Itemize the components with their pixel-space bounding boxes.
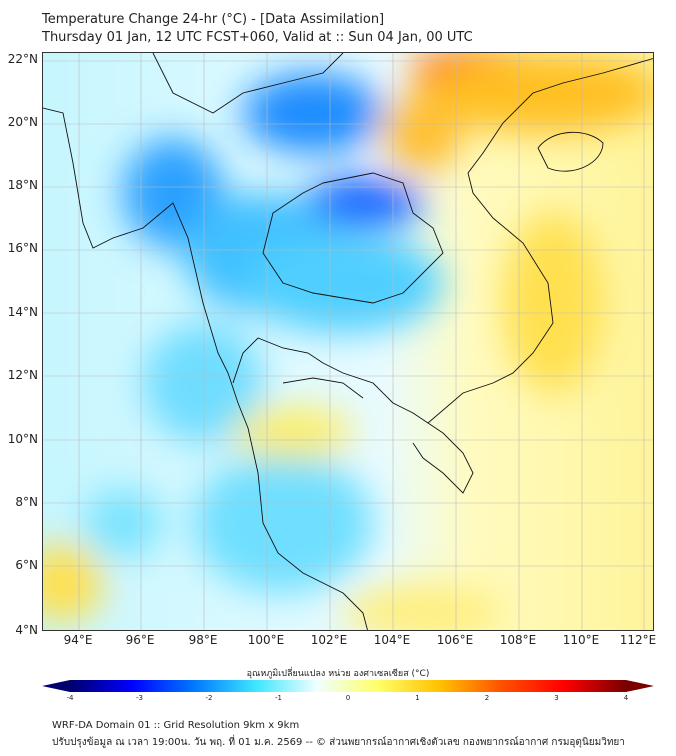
lat-label: 18°N xyxy=(7,178,38,192)
footer-model-info: WRF-DA Domain 01 :: Grid Resolution 9km … xyxy=(52,720,300,731)
colorbar-tick-label: 0 xyxy=(345,694,351,702)
colorbar-title: อุณหภูมิเปลี่ยนแปลง หน่วย องศาเซลเซียส (… xyxy=(246,669,430,679)
colorbar-tick-label: 4 xyxy=(623,694,629,702)
colorbar-tick-label: 1 xyxy=(415,694,420,702)
coastlines xyxy=(43,53,653,630)
lat-label: 14°N xyxy=(7,305,38,319)
lon-label: 106°E xyxy=(436,633,474,647)
lat-label: 8°N xyxy=(15,495,38,509)
lon-label: 108°E xyxy=(499,633,537,647)
lat-label: 4°N xyxy=(15,623,38,637)
colorbar xyxy=(42,680,654,692)
lon-label: 104°E xyxy=(373,633,411,647)
lat-label: 20°N xyxy=(7,115,38,129)
map-title: Temperature Change 24-hr (°C) - [Data As… xyxy=(42,12,385,27)
footer-credit: ปรับปรุงข้อมูล ณ เวลา 19:00น. วัน พฤ. ที… xyxy=(52,737,625,748)
colorbar-tick-label: 2 xyxy=(484,694,490,702)
graticule xyxy=(43,53,653,630)
lon-label: 94°E xyxy=(63,633,93,647)
colorbar-tick-label: -3 xyxy=(136,694,143,702)
lon-label: 96°E xyxy=(125,633,155,647)
lat-label: 12°N xyxy=(7,368,38,382)
map-subtitle: Thursday 01 Jan, 12 UTC FCST+060, Valid … xyxy=(42,30,473,45)
heatmap-field xyxy=(43,53,653,630)
colorbar-tick-label: 3 xyxy=(554,694,559,702)
colorbar-tick-label: -1 xyxy=(275,694,282,702)
colorbar-tick-label: -2 xyxy=(205,694,213,702)
lon-label: 102°E xyxy=(310,633,348,647)
lon-label: 110°E xyxy=(562,633,600,647)
temperature-change-map xyxy=(42,52,654,631)
lat-label: 10°N xyxy=(7,432,38,446)
lon-label: 100°E xyxy=(247,633,285,647)
lat-label: 6°N xyxy=(15,558,38,572)
colorbar-tick-label: -4 xyxy=(66,694,74,702)
lon-label: 98°E xyxy=(188,633,218,647)
lat-label: 16°N xyxy=(7,241,38,255)
lat-label: 22°N xyxy=(7,52,38,66)
lon-label: 112°E xyxy=(619,633,657,647)
